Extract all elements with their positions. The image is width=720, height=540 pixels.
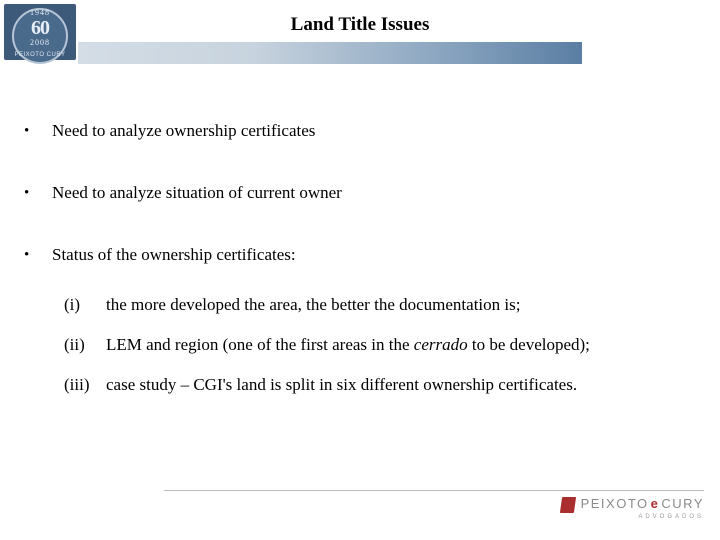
sub-text-a: LEM and region (one of the first areas i… <box>106 335 414 354</box>
slide-title: Land Title Issues <box>0 14 720 36</box>
bullet-text: Status of the ownership certificates: <box>52 244 296 266</box>
footer-brand-right: CURY <box>661 496 704 511</box>
sub-text-c: to be developed); <box>468 335 590 354</box>
sub-text: case study – CGI's land is split in six … <box>106 374 696 396</box>
bullet-marker: • <box>24 244 52 266</box>
logo-year-bottom: 2008 <box>14 38 66 47</box>
sub-list: (i) the more developed the area, the bet… <box>64 294 696 396</box>
sub-text: the more developed the area, the better … <box>106 294 696 316</box>
sub-text-a: case study – CGI's land is split in six … <box>106 375 577 394</box>
sub-text: LEM and region (one of the first areas i… <box>106 334 696 356</box>
footer-brand-left: PEIXOTO <box>581 496 649 511</box>
footer-line <box>164 490 704 491</box>
bullet-item: • Need to analyze situation of current o… <box>24 182 696 204</box>
bullet-marker: • <box>24 120 52 142</box>
bullet-item: • Status of the ownership certificates: <box>24 244 696 266</box>
sub-num: (iii) <box>64 374 106 396</box>
sub-text-a: the more developed the area, the better … <box>106 295 520 314</box>
slide: 1948 60 2008 PEIXOTO CURY Land Title Iss… <box>0 0 720 540</box>
bullet-item: • Need to analyze ownership certificates <box>24 120 696 142</box>
bullet-text: Need to analyze situation of current own… <box>52 182 342 204</box>
sub-item: (iii) case study – CGI's land is split i… <box>64 374 696 396</box>
sub-text-b: cerrado <box>414 335 468 354</box>
bullet-text: Need to analyze ownership certificates <box>52 120 315 142</box>
logo-bottom-right: PEIXOTOeCURY ADVOGADOS <box>544 496 704 528</box>
footer-subtext: ADVOGADOS <box>544 514 704 520</box>
footer-brand: PEIXOTOeCURY <box>544 496 704 513</box>
sub-item: (ii) LEM and region (one of the first ar… <box>64 334 696 356</box>
logo-brand-text: PEIXOTO CURY <box>4 52 76 58</box>
sub-num: (ii) <box>64 334 106 356</box>
title-gradient-bar <box>78 42 582 64</box>
footer-accent-icon <box>559 497 575 513</box>
sub-item: (i) the more developed the area, the bet… <box>64 294 696 316</box>
content-area: • Need to analyze ownership certificates… <box>24 120 696 414</box>
bullet-marker: • <box>24 182 52 204</box>
sub-num: (i) <box>64 294 106 316</box>
footer-brand-sep: e <box>651 496 660 511</box>
